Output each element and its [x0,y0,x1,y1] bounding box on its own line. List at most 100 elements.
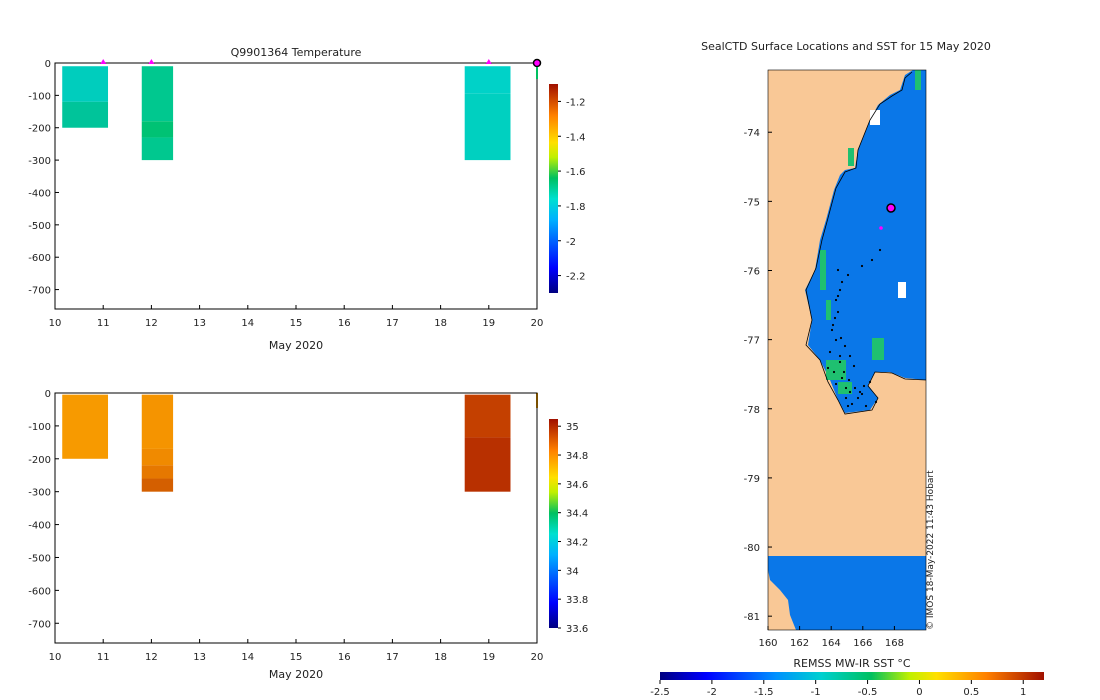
y-tick-label: -77 [744,336,760,347]
x-tick-label: 15 [290,318,303,329]
profile-bin [141,478,174,492]
sst-coastal-patch [872,338,884,360]
track-point [853,386,857,390]
colorbar-tick-label: 34.6 [566,480,588,491]
profile-bin [141,448,174,466]
y-tick-label: -500 [28,553,51,564]
track-point [864,404,868,408]
track-point [858,390,862,394]
track-point [848,390,852,394]
track-point [838,354,842,358]
profile-bin [464,437,511,492]
x-tick-label: 11 [97,652,110,663]
x-tick-label: 19 [482,318,495,329]
x-tick-label: 20 [531,318,544,329]
x-tick-label: 16 [338,318,351,329]
x-tick-label: 164 [822,638,841,649]
y-tick-label: 0 [45,59,51,70]
sst-field-main [805,70,926,413]
profile-bin [141,137,174,161]
x-tick-label: 10 [49,652,62,663]
track-point [874,400,878,404]
profile-bin [62,101,109,128]
profile-bin [464,394,511,438]
y-tick-label: -200 [28,455,51,466]
coastline [805,71,927,415]
profile-marker [100,59,107,64]
colorbar-tick-label: 34.4 [566,509,588,520]
y-tick-label: -400 [28,521,51,532]
track-point [860,264,864,268]
sst-colorbar-label: REMSS MW-IR SST °C [793,657,911,670]
colorbar-tick-label: -1.4 [566,132,586,143]
track-point [856,396,860,400]
temperature-colorbar [549,84,558,293]
y-tick-label: -100 [28,91,51,102]
x-tick-label: 18 [434,652,447,663]
track-point [839,336,843,340]
x-tick-label: 14 [241,318,254,329]
x-tick-label: 168 [885,638,904,649]
track-point [832,370,836,374]
salinity-colorbar [549,419,558,628]
track-point [846,273,850,277]
track-point [843,344,847,348]
profile-bin [141,394,174,449]
profile-bin [62,66,109,102]
x-tick-label: 11 [97,318,110,329]
track-point [838,288,842,292]
x-tick-label: 13 [193,652,206,663]
track-point [878,248,882,252]
x-tick-label: 12 [145,318,158,329]
sst-colorbar [660,672,1044,680]
profile-bin [141,465,174,479]
track-point [831,323,835,327]
y-tick-label: -80 [744,543,760,554]
y-tick-label: -75 [744,197,760,208]
colorbar-tick-label: 34.8 [566,451,588,462]
track-point [838,360,842,364]
y-tick-label: -76 [744,266,760,277]
y-tick-label: -700 [28,286,51,297]
track-point [862,384,866,388]
colorbar-tick-label: -1.8 [566,202,586,213]
x-tick-label: 15 [290,652,303,663]
colorbar-tick-label: -1.5 [754,687,774,698]
x-tick-label: 160 [758,638,777,649]
y-tick-label: -600 [28,253,51,264]
x-tick-label: 16 [338,652,351,663]
y-tick-label: -700 [28,619,51,630]
colorbar-tick-label: -2 [707,687,717,698]
profile-bin [464,66,511,94]
track-point [868,380,872,384]
colorbar-tick-label: -2.2 [566,272,586,283]
track-point [848,354,852,358]
sst-field-south [768,556,926,630]
y-tick-label: -400 [28,188,51,199]
sst-coastal-patch [915,70,921,90]
track-point [860,392,864,396]
track-point [846,404,850,408]
track-point [836,310,840,314]
track-point [840,376,844,380]
sst-missing-cell [898,282,906,298]
track-point [834,382,838,386]
colorbar-tick-label: 34.2 [566,538,588,549]
y-tick-label: -300 [28,156,51,167]
profile-marker [148,59,155,64]
x-tick-label: 14 [241,652,254,663]
colorbar-tick-label: 0 [916,687,922,698]
profile-bin [464,93,511,161]
track-point [836,294,840,298]
current-location-marker [886,203,896,213]
colorbar-tick-label: -1.2 [566,97,586,108]
track-point [836,268,840,272]
y-tick-label: -74 [744,128,760,139]
track-point [847,378,851,382]
track-point [852,364,856,368]
map-panel: SealCTD Surface Locations and SST for 15… [650,40,1044,698]
x-tick-label: 12 [145,652,158,663]
colorbar-tick-label: -2 [566,237,576,248]
colorbar-tick-label: -0.5 [858,687,878,698]
